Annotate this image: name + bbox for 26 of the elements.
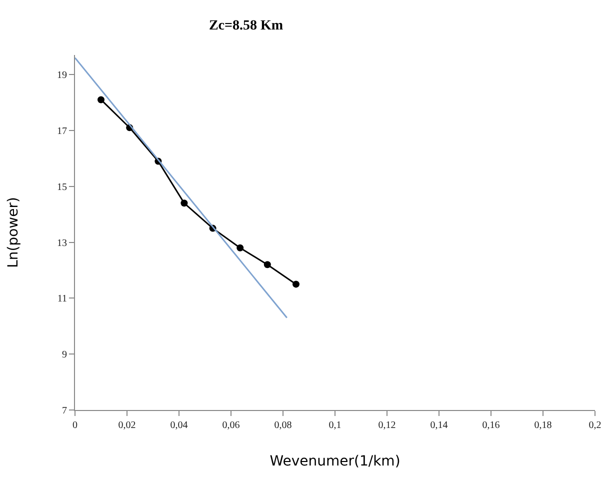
x-tick-label: 0,12	[378, 420, 396, 431]
x-tick-label: 0	[72, 420, 78, 431]
y-tick-label: 15	[57, 182, 67, 193]
x-tick-label: 0,1	[328, 420, 342, 431]
y-tick-label: 9	[62, 350, 67, 361]
y-axis-title: Ln(power)	[6, 197, 22, 268]
y-tick-label: 19	[57, 70, 67, 82]
x-tick-label: 0,08	[274, 420, 292, 431]
x-tick-label: 0,16	[482, 420, 500, 431]
chart-title: Zc=8.58 Km	[208, 18, 284, 34]
point	[98, 96, 104, 104]
y-tick-label: 7	[62, 406, 67, 416]
x-tick-label: 0,18	[534, 420, 552, 431]
x-tick-label: 0,02	[118, 420, 136, 431]
point	[180, 200, 188, 207]
x-tick-label: 0,14	[430, 420, 448, 431]
point	[292, 280, 300, 288]
y-tick-label: 11	[57, 294, 67, 305]
y-tick-label: 17	[57, 126, 67, 137]
point	[264, 261, 271, 268]
x-tick-label: 0,2	[588, 420, 602, 431]
x-axis-title: Wevenumer(1/km)	[270, 453, 400, 470]
point	[236, 244, 244, 252]
x-tick-label: 0,04	[170, 420, 188, 431]
x-tick-label: 0,06	[222, 420, 240, 431]
y-tick-label: 13	[57, 238, 67, 249]
